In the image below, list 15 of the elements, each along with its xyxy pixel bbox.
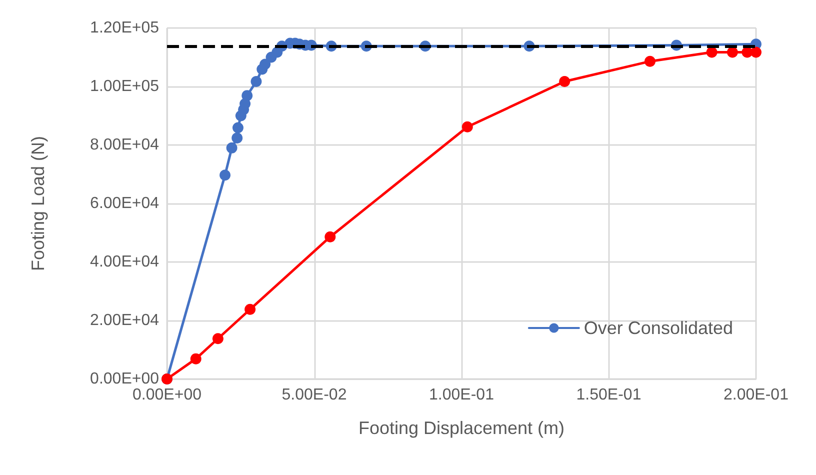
y-tick-label: 1.20E+05 — [90, 20, 160, 36]
y-tick-label: 1.00E+05 — [90, 78, 160, 95]
y-tick-label: 6.00E+04 — [90, 195, 160, 212]
x-axis-title: Footing Displacement (m) — [358, 418, 565, 438]
x-tick-label: 0.00E+00 — [132, 386, 202, 404]
legend-label: Over Consolidated — [584, 318, 734, 338]
y-tick-label: 0.00E+00 — [90, 370, 160, 388]
y-tick-label: 2.00E+04 — [90, 312, 160, 329]
y-axis-title: Footing Load (N) — [28, 136, 48, 272]
y-tick-label: 4.00E+04 — [90, 254, 160, 270]
x-tick-label: 1.50E-01 — [576, 386, 642, 404]
x-tick-label: 5.00E-02 — [282, 386, 347, 404]
x-tick-label: 1.00E-01 — [429, 386, 494, 404]
x-tick-label: 2.00E-01 — [724, 386, 789, 404]
y-tick-label: 8.00E+04 — [90, 136, 160, 154]
